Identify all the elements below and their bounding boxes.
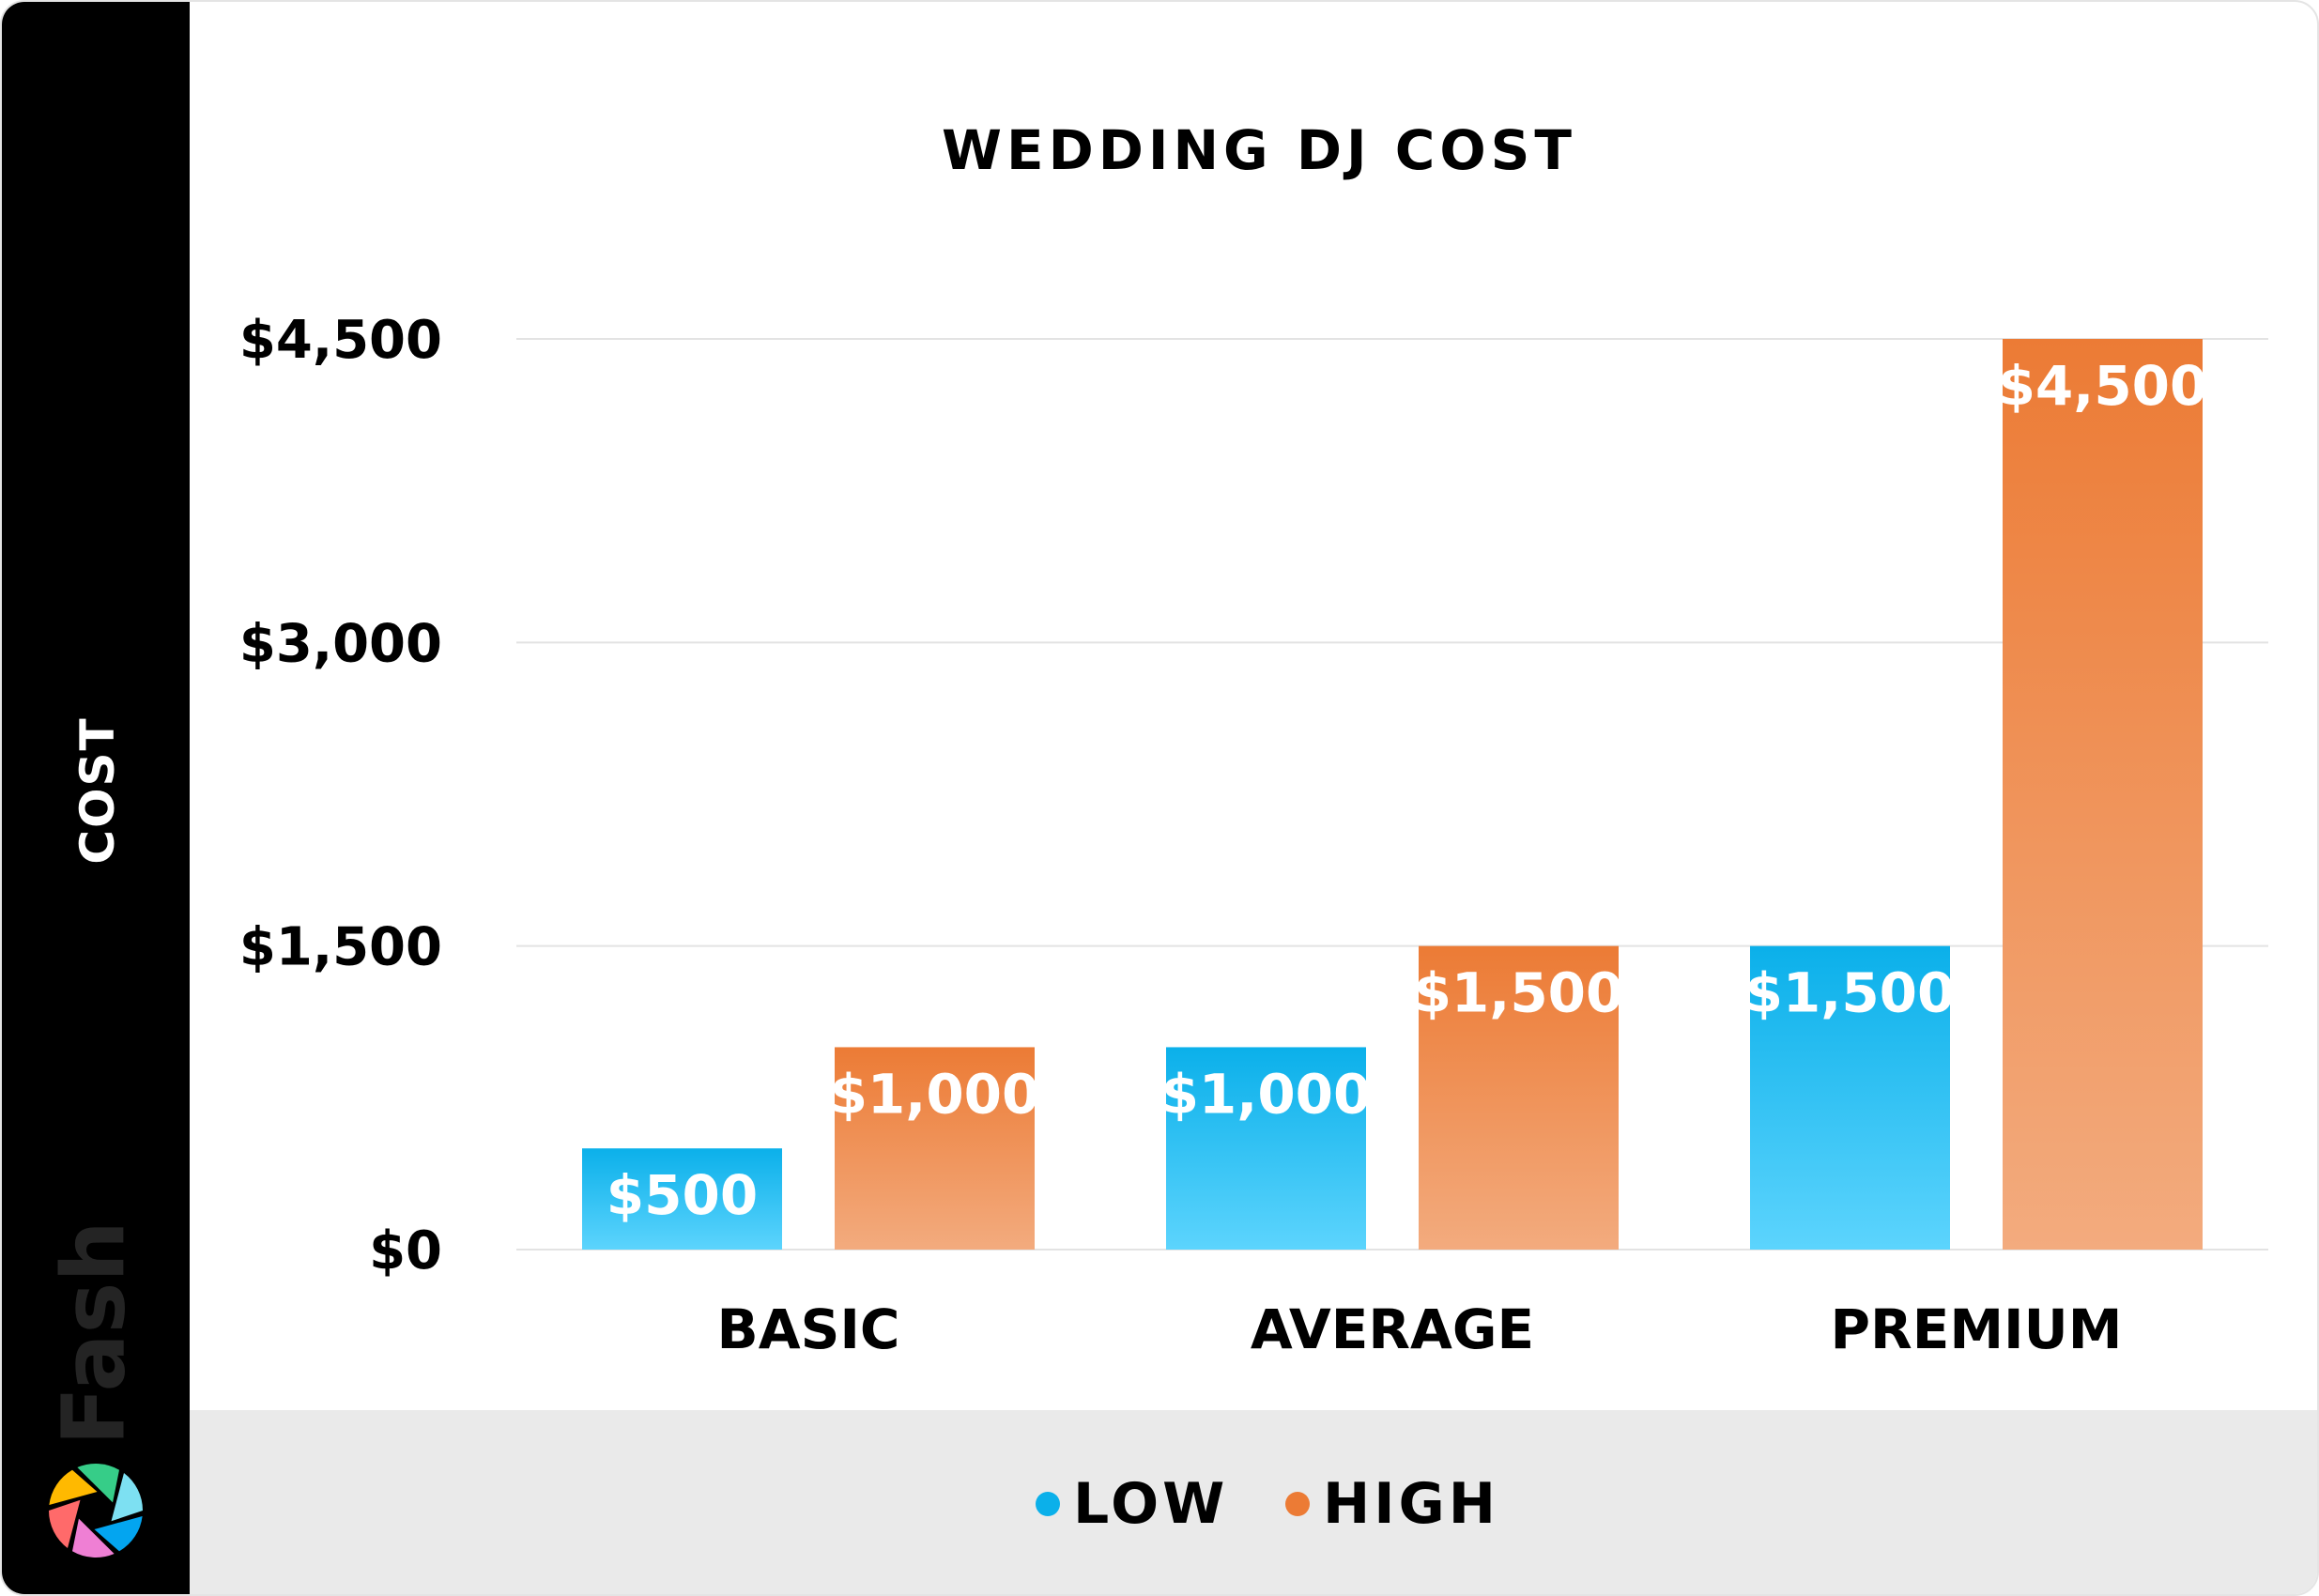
y-tick-label: $0 — [369, 1220, 442, 1281]
bar-low — [582, 1148, 782, 1250]
legend-dot-high — [1285, 1492, 1310, 1516]
bar-high — [835, 1047, 1035, 1250]
logo-segment — [111, 1473, 143, 1522]
y-tick-label: $4,500 — [239, 310, 442, 371]
data-label: $1,000 — [1161, 1062, 1372, 1126]
y-tick-label: $3,000 — [239, 613, 442, 674]
x-tick-label: PREMIUM — [1831, 1297, 2123, 1361]
aperture-logo-icon — [49, 1464, 143, 1558]
legend-bar — [190, 1410, 2317, 1594]
data-label: $500 — [607, 1163, 758, 1227]
data-label: $4,500 — [1998, 354, 2208, 418]
bar-low — [1166, 1047, 1366, 1250]
logo-segment — [49, 1499, 81, 1548]
chart-title: WEDDING DJ COST — [942, 118, 1576, 182]
sidebar: COST Fash — [2, 2, 190, 1594]
legend-item-high: HIGH — [1285, 1471, 1499, 1537]
x-tick-label: BASIC — [716, 1297, 899, 1361]
logo-segment — [72, 1518, 115, 1558]
data-label: $1,500 — [1414, 961, 1624, 1025]
legend-label-low: LOW — [1073, 1471, 1229, 1537]
legend-label-high: HIGH — [1323, 1471, 1500, 1537]
logo-segment — [49, 1469, 98, 1506]
y-tick-label: $1,500 — [239, 917, 442, 978]
logo-segment — [94, 1515, 143, 1552]
legend-item-low: LOW — [1036, 1471, 1228, 1537]
data-label: $1,000 — [830, 1062, 1040, 1126]
bar-high — [1419, 945, 1619, 1250]
bar-high — [2003, 339, 2203, 1250]
x-tick-label: AVERAGE — [1251, 1297, 1534, 1361]
bar-low — [1750, 945, 1950, 1250]
logo-segment — [77, 1464, 120, 1503]
data-label: $1,500 — [1745, 961, 1956, 1025]
legend-dot-low — [1036, 1492, 1060, 1516]
